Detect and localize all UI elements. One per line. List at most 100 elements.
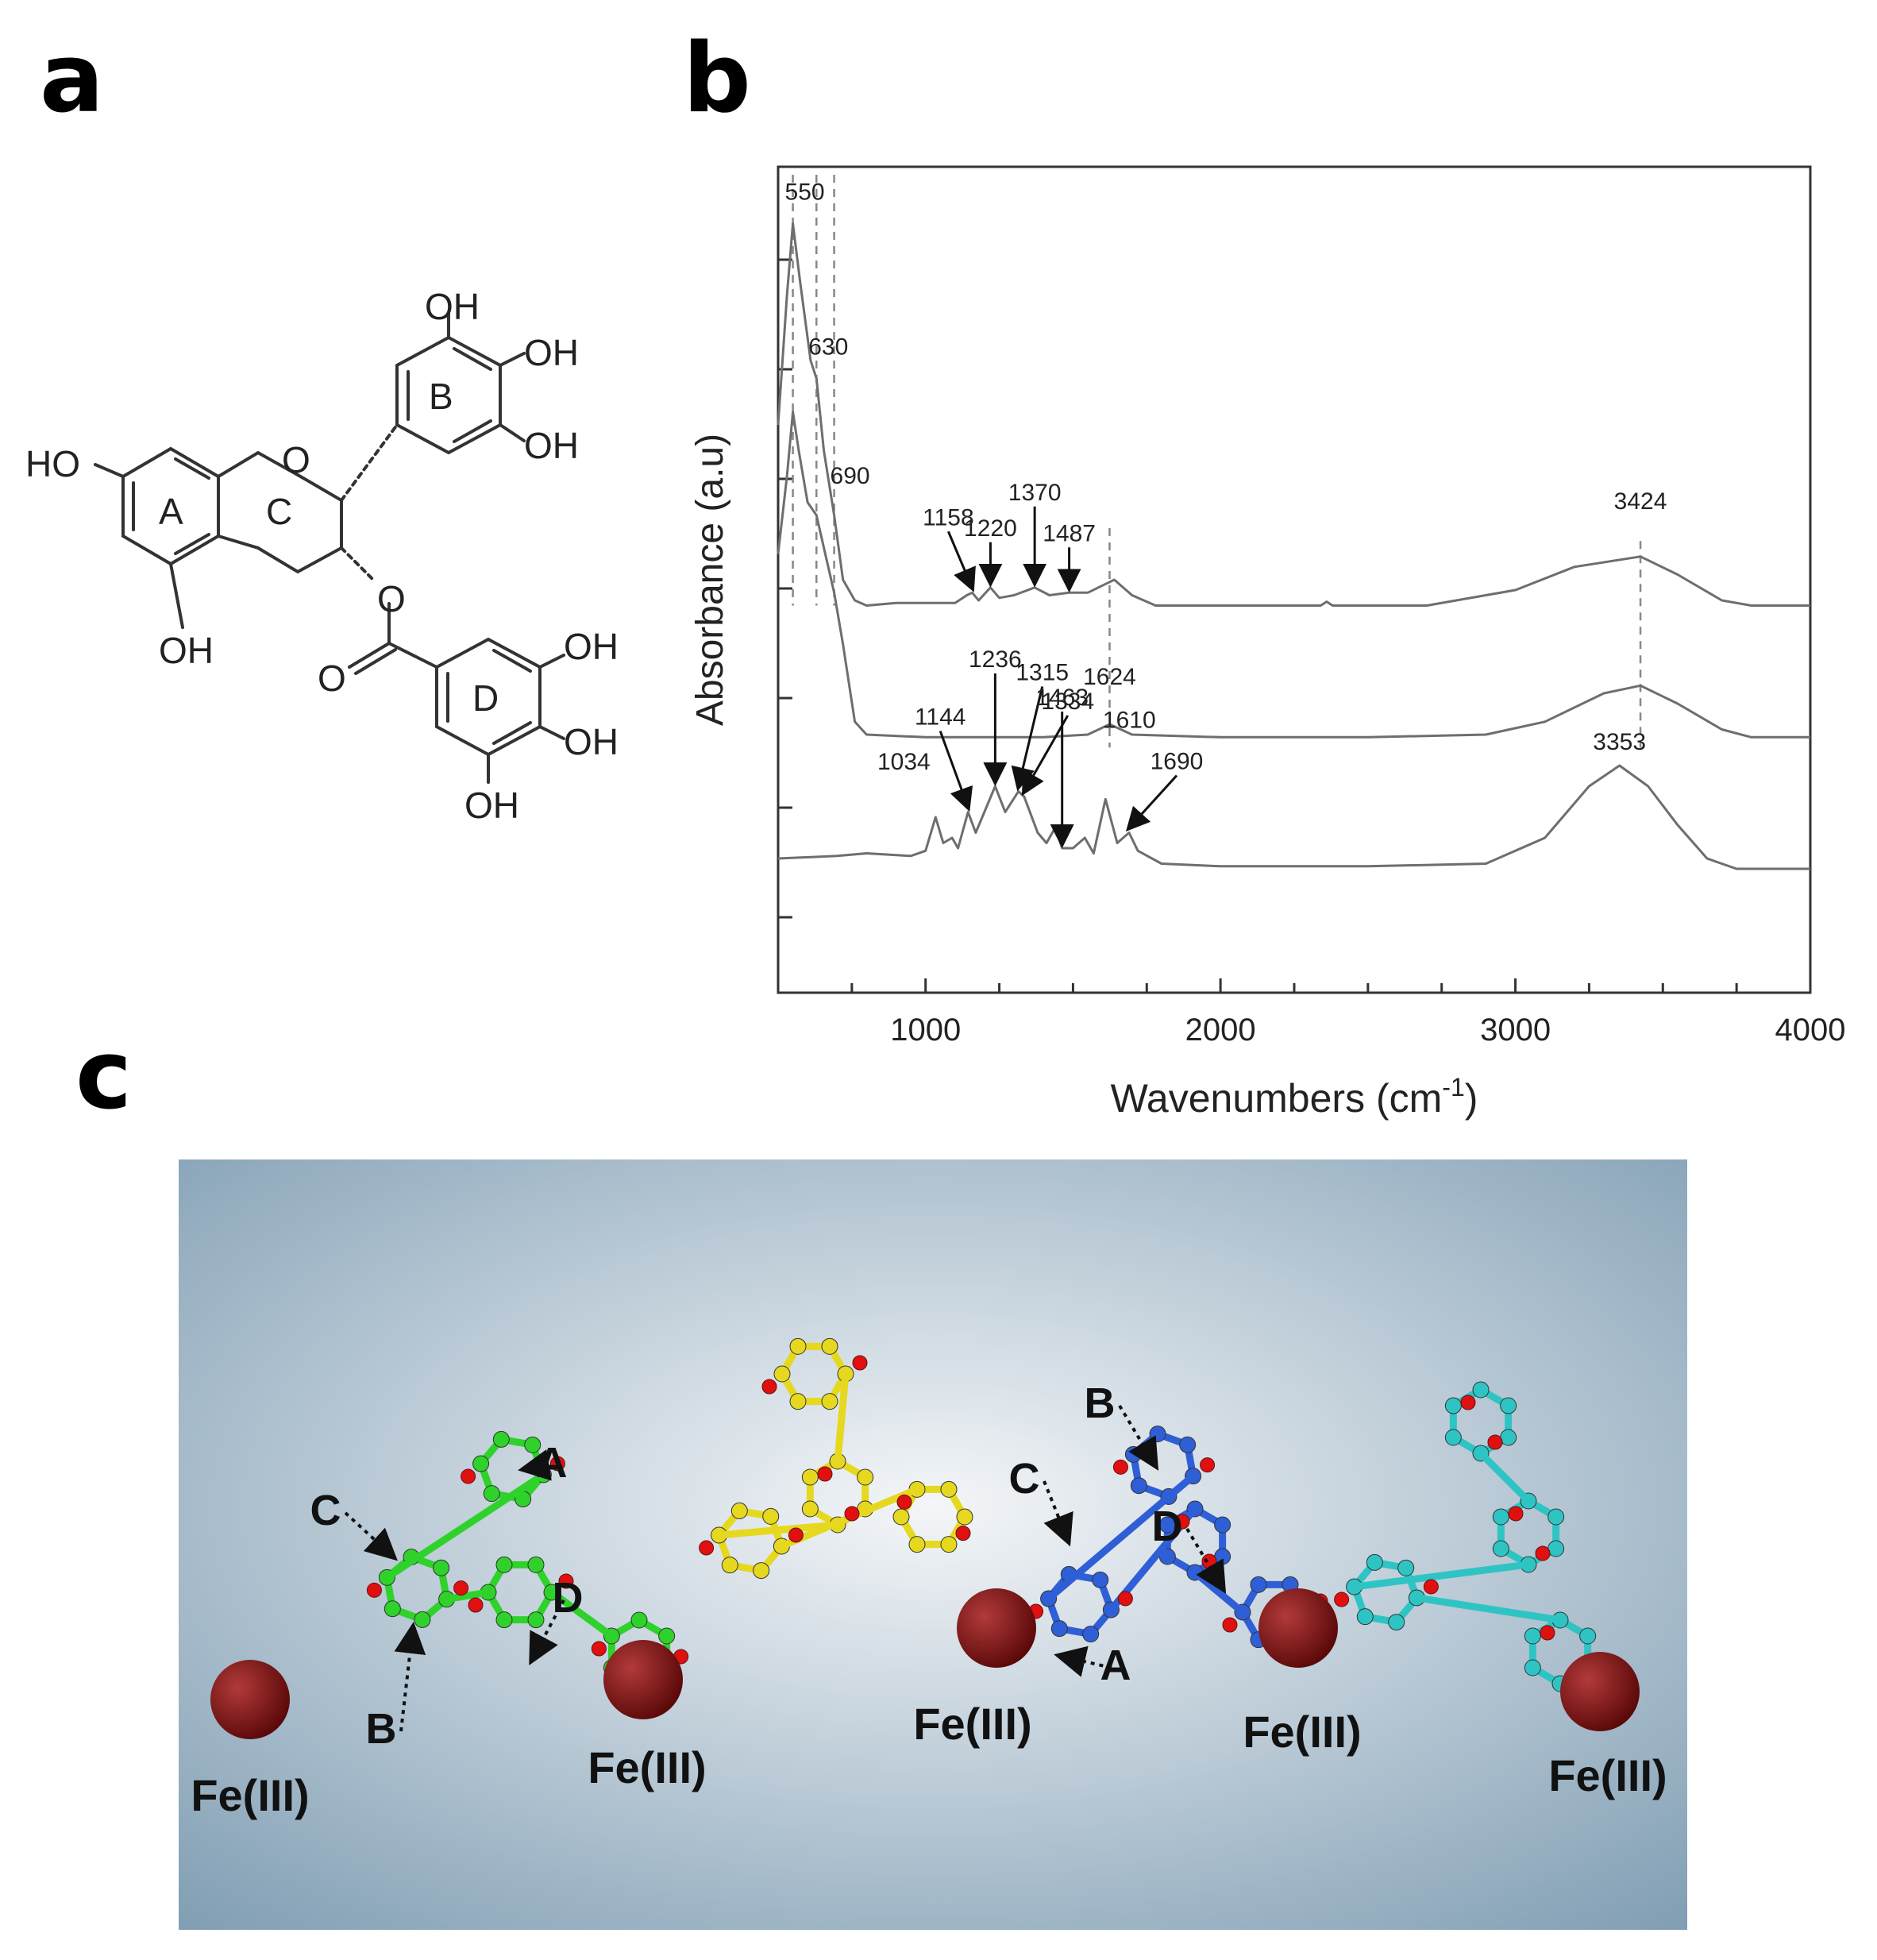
ring-3-atom — [940, 1536, 958, 1553]
ring-0-atom — [821, 1393, 838, 1410]
label-oh-b2: OH — [524, 332, 579, 373]
label-ring-o: O — [282, 439, 310, 480]
bond — [445, 1588, 489, 1603]
panel-label-b: b — [683, 24, 751, 134]
ring-0-atom — [1444, 1429, 1462, 1446]
ring-2-atom — [1158, 1516, 1176, 1534]
ring-0-atom — [1130, 1477, 1147, 1495]
peak-label-1370: 1370 — [1008, 480, 1062, 506]
ring-pointer-label: D — [553, 1574, 584, 1622]
oxygen-atom — [1508, 1506, 1524, 1522]
ring-3-atom — [1524, 1659, 1541, 1676]
ring-1-atom — [1050, 1620, 1068, 1638]
ring-1-atom — [1492, 1540, 1509, 1557]
x-axis-label: Wavenumbers (cm-1) — [1111, 1073, 1478, 1121]
peak-label-3424: 3424 — [1614, 488, 1667, 515]
ring-2-atom — [495, 1556, 513, 1573]
peak-label-630: 630 — [808, 334, 848, 361]
series-line-0 — [777, 222, 1810, 607]
panel-label-c: c — [75, 1021, 133, 1131]
ring-label-c: C — [266, 491, 292, 532]
oxygen-atom — [1334, 1592, 1350, 1607]
peak-label-1034: 1034 — [877, 749, 931, 775]
peak-label-1144: 1144 — [915, 704, 966, 731]
ring-1-atom — [1492, 1508, 1509, 1526]
x-axis-label-sup: -1 — [1442, 1073, 1464, 1102]
oxygen-atom — [1200, 1457, 1216, 1473]
label-oh-d1: OH — [564, 626, 619, 667]
oxygen-atom — [453, 1580, 469, 1596]
ring-0-atom — [483, 1485, 500, 1503]
x-tick-label: 1000 — [890, 1013, 961, 1048]
ring-pointer-arrow — [1054, 1646, 1112, 1677]
peak-label-1487: 1487 — [1043, 520, 1096, 546]
bond — [834, 1373, 850, 1462]
ring-3-atom — [940, 1480, 958, 1498]
annotation-arrow — [947, 531, 976, 592]
ring-pointer-arrow — [344, 1511, 398, 1561]
oxygen-atom — [1117, 1591, 1133, 1607]
label-ester-o: O — [377, 578, 406, 619]
oxygen-atom — [817, 1466, 833, 1482]
peak-label-1158: 1158 — [923, 504, 974, 531]
ring-2-atom — [527, 1556, 545, 1573]
ring-0-atom — [1500, 1429, 1517, 1446]
ring-1-atom — [414, 1611, 431, 1628]
series-line-2 — [777, 764, 1810, 870]
oxygen-atom — [852, 1355, 868, 1371]
fe-atom — [957, 1588, 1036, 1668]
ring-1-atom — [801, 1500, 819, 1518]
bond — [1416, 1594, 1561, 1624]
peak-label-1220: 1220 — [964, 515, 1017, 542]
ring-2-atom — [762, 1507, 780, 1525]
oxygen-atom — [896, 1494, 912, 1510]
peak-label-1610: 1610 — [1103, 707, 1156, 733]
peak-label-1690: 1690 — [1150, 749, 1204, 775]
fe-label: Fe(III) — [1243, 1707, 1361, 1757]
ring-1-atom — [1547, 1540, 1565, 1557]
oxygen-atom — [844, 1506, 860, 1522]
oxygen-atom — [1535, 1545, 1551, 1561]
ring-pointer-label: A — [537, 1439, 568, 1487]
bond — [1046, 1473, 1196, 1602]
ring-1-atom — [1547, 1508, 1565, 1526]
peak-label-550: 550 — [785, 179, 825, 206]
x-tick-label: 4000 — [1775, 1013, 1846, 1048]
oxygen-atom — [699, 1540, 715, 1556]
ring-2-atom — [1388, 1614, 1405, 1631]
ring-0-atom — [1472, 1381, 1490, 1399]
oxygen-atom — [558, 1573, 574, 1589]
peak-label-1236: 1236 — [969, 646, 1022, 673]
ring-2-atom — [1214, 1516, 1231, 1534]
ring-3-atom — [630, 1611, 648, 1629]
ring-2-atom — [721, 1557, 738, 1574]
peak-label-3353: 3353 — [1593, 729, 1646, 755]
oxygen-atom — [1201, 1553, 1217, 1569]
ring-pointer-arrow — [1043, 1480, 1073, 1547]
ring-pointer-label: D — [1152, 1503, 1183, 1550]
fe-label: Fe(III) — [1548, 1750, 1667, 1800]
label-oh-b3: OH — [524, 425, 579, 466]
egcg-structure: HO OH O OH OH OH O O OH OH OH A B C D — [25, 286, 619, 826]
oxygen-atom — [788, 1527, 804, 1543]
x-axis-label-main: Wavenumbers (cm — [1111, 1076, 1443, 1121]
fe-atom — [1560, 1652, 1640, 1731]
ring-3-atom — [892, 1508, 910, 1526]
oxygen-atom — [1174, 1514, 1190, 1530]
annotation-arrow — [1021, 715, 1070, 797]
oxygen-atom — [1222, 1617, 1238, 1633]
ring-1-atom — [433, 1559, 450, 1576]
peak-label-1624: 1624 — [1083, 664, 1136, 690]
peak-label-1315: 1315 — [1016, 660, 1069, 686]
label-oh-b1: OH — [425, 286, 480, 327]
ring-2-atom — [1356, 1608, 1374, 1626]
ring-label-d: D — [472, 677, 499, 719]
ring-2-atom — [527, 1611, 545, 1629]
ring-2-atom — [1366, 1553, 1383, 1571]
ring-2-atom — [1214, 1548, 1231, 1565]
label-carbonyl-o: O — [318, 658, 346, 699]
label-ho-a: HO — [25, 443, 80, 484]
oxygen-atom — [366, 1582, 382, 1598]
oxygen-atom — [468, 1597, 484, 1613]
